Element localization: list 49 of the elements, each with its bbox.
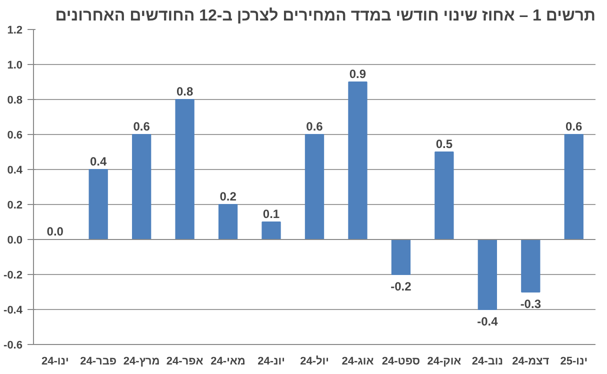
bar — [262, 222, 281, 240]
x-tick-label: אפר-24 — [166, 356, 204, 368]
data-label: 0.5 — [436, 137, 453, 151]
chart-title: תרשים 1 – אחוז שינוי חודשי במדד המחירים לצרכן ב-12 החודשים האחרונים — [55, 6, 596, 24]
data-label: -0.2 — [390, 280, 412, 294]
x-tick-label: יול-24 — [300, 356, 329, 368]
bar — [175, 99, 194, 240]
data-label: -0.3 — [520, 297, 542, 311]
x-tick-label: נוב-24 — [472, 356, 503, 368]
bar — [391, 239, 411, 275]
x-tick-label: יונ-24 — [258, 356, 285, 368]
x-tick-label: דצמ-24 — [512, 356, 550, 368]
data-label: 0.0 — [46, 224, 64, 238]
x-tick-label: פבר-24 — [80, 356, 117, 368]
bar — [348, 82, 368, 240]
data-label: 0.8 — [176, 84, 194, 98]
y-tick-label: 1.2 — [7, 24, 23, 36]
bar — [478, 239, 497, 310]
x-tick-label: ינו-25 — [560, 356, 588, 368]
data-label: 0.9 — [349, 67, 366, 81]
y-tick-label: 0.6 — [7, 130, 23, 142]
y-tick-label: 0.4 — [7, 164, 24, 176]
data-label: 0.1 — [262, 207, 280, 221]
data-label: 0.6 — [133, 120, 150, 134]
x-tick-label: ינו-24 — [41, 356, 69, 368]
y-tick-label: 1.0 — [7, 60, 23, 72]
bar — [434, 152, 454, 240]
x-tick-label: מאי-24 — [210, 356, 246, 368]
y-tick-label: -0.2 — [4, 270, 23, 282]
x-tick-label: ספט-24 — [382, 356, 420, 368]
x-tick-label: אוק-24 — [427, 356, 462, 368]
data-label: 0.2 — [220, 190, 237, 204]
bar — [218, 204, 238, 240]
x-tick-label: מרץ-24 — [123, 356, 160, 368]
y-tick-label: 0.8 — [7, 94, 23, 106]
bar — [132, 134, 152, 240]
y-tick-label: -0.6 — [4, 340, 23, 352]
data-label: -0.4 — [477, 314, 498, 328]
data-label: 0.4 — [90, 154, 108, 168]
y-tick-label: 0.2 — [7, 200, 23, 212]
data-label: 0.6 — [566, 120, 583, 134]
bar — [304, 134, 324, 240]
y-tick-label: -0.4 — [4, 304, 24, 316]
bar — [88, 169, 108, 240]
x-tick-label: אוג-24 — [342, 356, 374, 368]
data-label: 0.6 — [306, 120, 324, 134]
y-tick-label: 0.0 — [7, 234, 23, 246]
bar — [521, 239, 540, 292]
bar — [564, 134, 584, 240]
